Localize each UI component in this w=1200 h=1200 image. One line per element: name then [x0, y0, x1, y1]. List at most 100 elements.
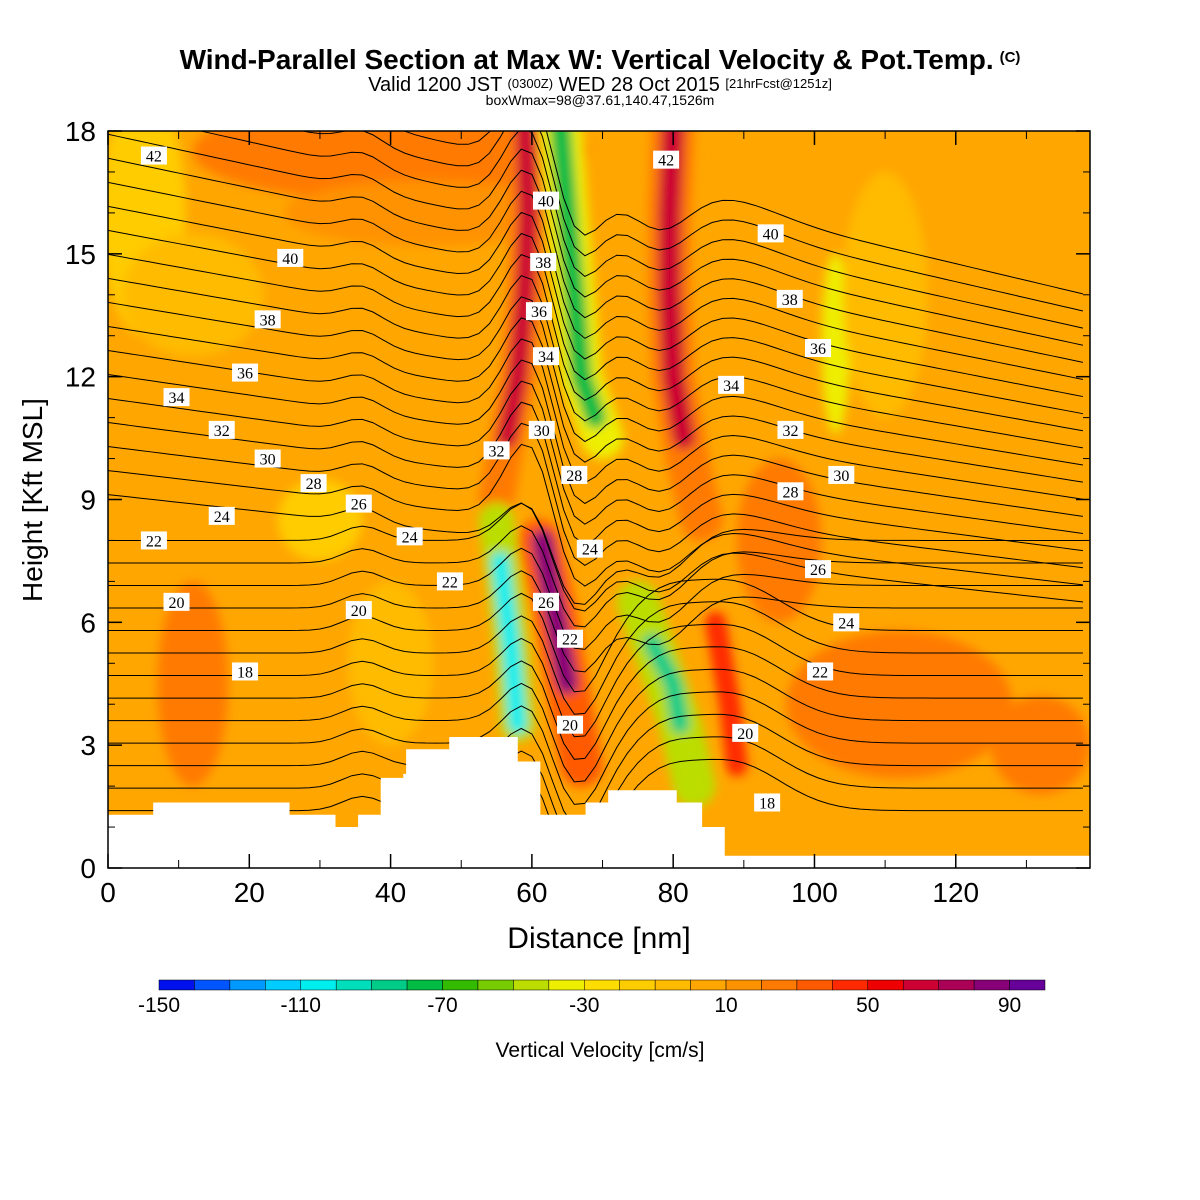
y-axis-label: Height [Kft MSL]	[17, 398, 48, 602]
colorbar-swatch	[406, 979, 443, 991]
isentrope-label: 32	[208, 420, 235, 440]
svg-text:26: 26	[351, 497, 367, 514]
isentropes	[108, 131, 1084, 868]
isentrope-label: 40	[533, 191, 560, 211]
svg-text:22: 22	[562, 632, 578, 649]
svg-text:22: 22	[812, 664, 828, 681]
svg-text:42: 42	[658, 153, 674, 170]
isentrope-label: 40	[757, 224, 784, 243]
colorbar-tick-label: -30	[569, 994, 599, 1017]
svg-text:28: 28	[782, 484, 798, 501]
isentrope-label: 18	[754, 793, 781, 812]
y-tick-label: 0	[80, 853, 96, 884]
svg-text:18: 18	[237, 664, 253, 681]
y-tick-label: 6	[80, 607, 96, 638]
x-tick-label: 20	[234, 877, 265, 908]
svg-text:24: 24	[582, 542, 598, 559]
x-tick-label: 120	[932, 877, 979, 908]
svg-text:36: 36	[237, 366, 253, 383]
svg-text:32: 32	[782, 423, 798, 440]
y-tick-label: 15	[65, 239, 96, 270]
x-axis-label: Distance [nm]	[507, 922, 690, 955]
colorbar-swatch	[300, 979, 337, 991]
isentrope-label: 30	[528, 420, 555, 440]
isentrope-label: 34	[533, 347, 560, 366]
isentrope-label: 32	[483, 441, 510, 460]
svg-text:32: 32	[214, 423, 230, 440]
y-tick-label: 18	[65, 116, 96, 147]
svg-text:38: 38	[260, 312, 276, 329]
y-tick-label: 3	[80, 730, 96, 761]
colorbar-tick-label: 50	[856, 994, 879, 1017]
svg-text:22: 22	[146, 533, 162, 550]
colorbar-swatch	[442, 979, 479, 991]
svg-text:40: 40	[538, 194, 554, 211]
isentrope-label: 18	[232, 662, 259, 681]
isentrope-label: 22	[436, 572, 463, 591]
svg-text:28: 28	[306, 476, 322, 493]
copyright-mark: (C)	[999, 49, 1021, 66]
svg-text:30: 30	[833, 468, 849, 485]
isentrope-label: 42	[140, 146, 167, 166]
svg-text:20: 20	[562, 718, 578, 735]
isentrope-label: 28	[777, 482, 804, 501]
isentrope-label: 20	[345, 601, 372, 620]
svg-text:20: 20	[737, 726, 753, 743]
colorbar-swatch	[513, 979, 550, 991]
svg-text:32: 32	[489, 443, 505, 460]
isentrope-label: 20	[557, 715, 584, 735]
isentrope-label: 22	[807, 662, 834, 681]
terrain	[108, 736, 1090, 868]
colorbar-swatch	[654, 979, 691, 991]
svg-text:26: 26	[538, 595, 554, 612]
colorbar-swatch	[229, 979, 266, 991]
y-tick-label: 12	[65, 362, 96, 393]
colorbar-swatch	[938, 979, 975, 991]
isentrope-label: 34	[163, 388, 190, 407]
isentrope-label: 24	[208, 506, 235, 526]
isentrope-label: 26	[533, 592, 560, 612]
colorbar-swatch	[584, 979, 620, 991]
colorbar-swatch	[265, 979, 302, 991]
svg-text:40: 40	[763, 226, 779, 243]
chart-box-info: boxWmax=98@37.61,140.47,1526m	[485, 92, 715, 108]
colorbar-swatch	[158, 979, 195, 991]
isentrope-label: 24	[833, 613, 860, 632]
svg-text:18: 18	[759, 795, 775, 812]
isentrope-label: 22	[140, 531, 167, 550]
svg-text:24: 24	[402, 529, 418, 546]
isentrope-label: 26	[345, 494, 372, 514]
isentrope-label: 40	[277, 248, 304, 268]
svg-text:36: 36	[810, 341, 826, 358]
isentrope-label: 30	[254, 449, 281, 469]
colorbar-swatch	[619, 979, 656, 991]
y-tick-label: 9	[80, 485, 96, 516]
svg-text:40: 40	[282, 251, 298, 268]
colorbar-swatch	[867, 979, 904, 991]
colorbar-swatch	[796, 979, 833, 991]
svg-text:26: 26	[810, 562, 826, 579]
colorbar-swatch	[548, 979, 585, 991]
colorbar: -150 -110 -70 -30 10 50 90	[138, 979, 1046, 1017]
svg-text:42: 42	[146, 149, 162, 166]
x-tick-label: 0	[100, 877, 116, 908]
x-tick-label: 40	[375, 877, 406, 908]
colorbar-swatch	[973, 979, 1010, 991]
colorbar-swatch	[371, 979, 408, 991]
svg-text:24: 24	[214, 509, 230, 526]
colorbar-swatch	[761, 979, 798, 991]
svg-text:34: 34	[169, 390, 185, 407]
colorbar-label: Vertical Velocity [cm/s]	[496, 1039, 705, 1062]
isentrope-label: 38	[254, 310, 281, 329]
vertical-velocity-field	[108, 131, 1090, 868]
svg-text:34: 34	[723, 378, 739, 395]
svg-text:30: 30	[260, 452, 276, 469]
isentrope-label: 38	[530, 253, 557, 272]
svg-text:30: 30	[534, 423, 550, 440]
chart-subtitle: Valid 1200 JST (0300Z) WED 28 Oct 2015 […	[368, 74, 832, 96]
isentrope-label: 24	[396, 527, 423, 546]
isentrope-label: 20	[732, 723, 759, 743]
isentrope-label: 24	[576, 539, 603, 559]
